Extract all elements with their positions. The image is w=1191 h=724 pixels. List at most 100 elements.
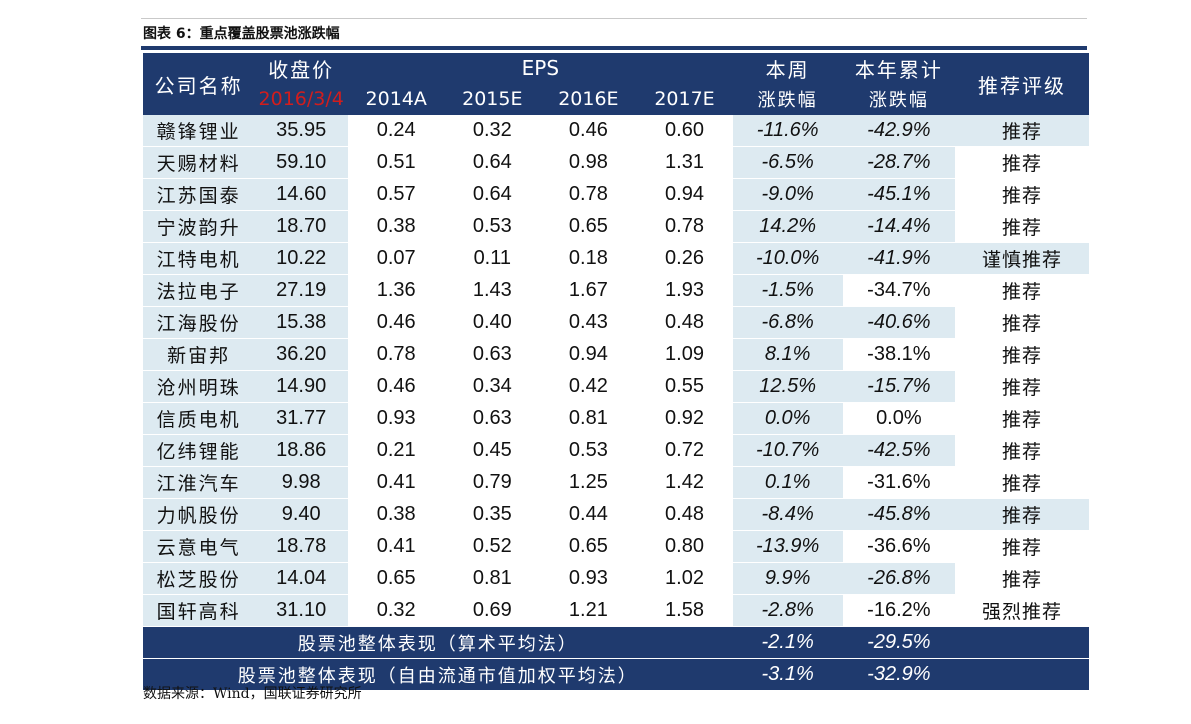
weekly-change: 0.0% bbox=[732, 402, 843, 435]
company-name: 江苏国泰 bbox=[143, 178, 255, 211]
eps-2015e: 0.69 bbox=[444, 594, 541, 627]
eps-2016e: 0.81 bbox=[540, 402, 637, 435]
eps-2017e: 0.94 bbox=[636, 178, 733, 211]
summary-blank-arith bbox=[955, 626, 1089, 659]
eps-2016e: 0.65 bbox=[540, 530, 637, 563]
eps-2017e: 1.93 bbox=[636, 274, 733, 307]
title-underline bbox=[141, 46, 1087, 50]
ytd-change: -45.8% bbox=[842, 498, 956, 531]
company-name: 江淮汽车 bbox=[143, 466, 255, 499]
close-price: 14.04 bbox=[254, 562, 349, 595]
ytd-change: -26.8% bbox=[842, 562, 956, 595]
header-eps: EPS bbox=[348, 53, 733, 83]
eps-2016e: 0.78 bbox=[540, 178, 637, 211]
summary-label-arith: 股票池整体表现（算术平均法） bbox=[143, 626, 733, 659]
header-year-2014: 2014A bbox=[348, 83, 445, 115]
summary-ytd-weighted: -32.9% bbox=[842, 658, 956, 691]
eps-2014a: 0.07 bbox=[348, 242, 445, 275]
ytd-change: -28.7% bbox=[842, 146, 956, 179]
ytd-change: -42.5% bbox=[842, 434, 956, 467]
eps-2017e: 0.48 bbox=[636, 498, 733, 531]
weekly-change: -10.7% bbox=[732, 434, 843, 467]
eps-2017e: 0.60 bbox=[636, 115, 733, 147]
eps-2014a: 0.21 bbox=[348, 434, 445, 467]
eps-2015e: 0.45 bbox=[444, 434, 541, 467]
eps-2015e: 0.40 bbox=[444, 306, 541, 339]
eps-2017e: 1.58 bbox=[636, 594, 733, 627]
eps-2014a: 0.46 bbox=[348, 370, 445, 403]
rating: 推荐 bbox=[955, 562, 1089, 595]
header-price: 收盘价 bbox=[254, 53, 349, 83]
ytd-change: -16.2% bbox=[842, 594, 956, 627]
eps-2014a: 0.93 bbox=[348, 402, 445, 435]
table-row: 江淮汽车 9.98 0.41 0.79 1.25 1.42 0.1% -31.6% 推荐 bbox=[143, 466, 1089, 499]
close-price: 18.70 bbox=[254, 210, 349, 243]
eps-2016e: 0.46 bbox=[540, 115, 637, 147]
eps-2017e: 0.78 bbox=[636, 210, 733, 243]
rating: 推荐 bbox=[955, 466, 1089, 499]
header-weekly-1: 本周 bbox=[732, 53, 843, 83]
weekly-change: 12.5% bbox=[732, 370, 843, 403]
weekly-change: 14.2% bbox=[732, 210, 843, 243]
eps-2014a: 0.46 bbox=[348, 306, 445, 339]
header-weekly-2: 涨跌幅 bbox=[732, 83, 843, 115]
eps-2015e: 0.35 bbox=[444, 498, 541, 531]
company-name: 信质电机 bbox=[143, 402, 255, 435]
eps-2015e: 0.81 bbox=[444, 562, 541, 595]
rating: 谨慎推荐 bbox=[955, 242, 1089, 275]
eps-2016e: 0.43 bbox=[540, 306, 637, 339]
rating: 推荐 bbox=[955, 146, 1089, 179]
eps-2016e: 0.98 bbox=[540, 146, 637, 179]
eps-2014a: 0.41 bbox=[348, 530, 445, 563]
weekly-change: 8.1% bbox=[732, 338, 843, 371]
eps-2016e: 0.44 bbox=[540, 498, 637, 531]
eps-2016e: 1.67 bbox=[540, 274, 637, 307]
rating: 推荐 bbox=[955, 530, 1089, 563]
weekly-change: -6.8% bbox=[732, 306, 843, 339]
close-price: 15.38 bbox=[254, 306, 349, 339]
table-row: 新宙邦 36.20 0.78 0.63 0.94 1.09 8.1% -38.1% 推荐 bbox=[143, 338, 1089, 371]
eps-2016e: 0.93 bbox=[540, 562, 637, 595]
source-note: 数据来源：Wind，国联证券研究所 bbox=[143, 686, 362, 702]
rating: 推荐 bbox=[955, 338, 1089, 371]
eps-2016e: 0.53 bbox=[540, 434, 637, 467]
table-row: 国轩高科 31.10 0.32 0.69 1.21 1.58 -2.8% -16.2% 强烈推荐 bbox=[143, 594, 1089, 627]
company-name: 宁波韵升 bbox=[143, 210, 255, 243]
company-name: 江海股份 bbox=[143, 306, 255, 339]
table-row: 力帆股份 9.40 0.38 0.35 0.44 0.48 -8.4% -45.8% 推荐 bbox=[143, 498, 1089, 531]
weekly-change: -10.0% bbox=[732, 242, 843, 275]
weekly-change: 0.1% bbox=[732, 466, 843, 499]
table-row: 天赐材料 59.10 0.51 0.64 0.98 1.31 -6.5% -28.7% 推荐 bbox=[143, 146, 1089, 179]
rating: 推荐 bbox=[955, 402, 1089, 435]
eps-2015e: 0.63 bbox=[444, 338, 541, 371]
company-name: 国轩高科 bbox=[143, 594, 255, 627]
header-ytd-1: 本年累计 bbox=[842, 53, 956, 83]
top-rule bbox=[141, 18, 1087, 19]
eps-2014a: 1.36 bbox=[348, 274, 445, 307]
close-price: 9.98 bbox=[254, 466, 349, 499]
ytd-change: -15.7% bbox=[842, 370, 956, 403]
company-name: 新宙邦 bbox=[143, 338, 255, 371]
eps-2017e: 0.72 bbox=[636, 434, 733, 467]
table-row: 沧州明珠 14.90 0.46 0.34 0.42 0.55 12.5% -15.7% 推荐 bbox=[143, 370, 1089, 403]
table-row: 信质电机 31.77 0.93 0.63 0.81 0.92 0.0% 0.0% 推荐 bbox=[143, 402, 1089, 435]
eps-2014a: 0.32 bbox=[348, 594, 445, 627]
weekly-change: -2.8% bbox=[732, 594, 843, 627]
ytd-change: -31.6% bbox=[842, 466, 956, 499]
table-row: 松芝股份 14.04 0.65 0.81 0.93 1.02 9.9% -26.8% 推荐 bbox=[143, 562, 1089, 595]
weekly-change: 9.9% bbox=[732, 562, 843, 595]
close-price: 31.10 bbox=[254, 594, 349, 627]
table-summary: 股票池整体表现（算术平均法） -2.1% -29.5% 股票池整体表现（自由流通… bbox=[143, 626, 1089, 691]
eps-2016e: 1.21 bbox=[540, 594, 637, 627]
header-ytd-2: 涨跌幅 bbox=[842, 83, 956, 115]
rating: 推荐 bbox=[955, 178, 1089, 211]
eps-2014a: 0.38 bbox=[348, 210, 445, 243]
weekly-change: -13.9% bbox=[732, 530, 843, 563]
close-price: 35.95 bbox=[254, 115, 349, 147]
summary-ytd-arith: -29.5% bbox=[842, 626, 956, 659]
eps-2014a: 0.78 bbox=[348, 338, 445, 371]
header-year-2017: 2017E bbox=[636, 83, 733, 115]
figure-title: 图表 6：重点覆盖股票池涨跌幅 bbox=[143, 26, 340, 42]
table-row: 江苏国泰 14.60 0.57 0.64 0.78 0.94 -9.0% -45.1% 推荐 bbox=[143, 178, 1089, 211]
eps-2017e: 1.31 bbox=[636, 146, 733, 179]
